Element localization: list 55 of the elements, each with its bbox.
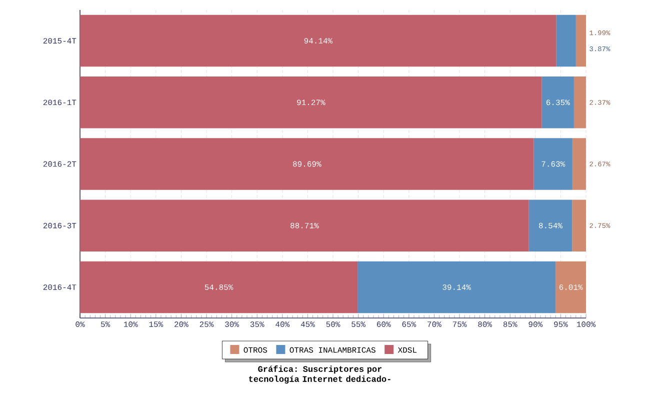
data-label: 91.27% <box>297 100 326 106</box>
bar <box>534 138 572 190</box>
x-tick-label: 85% <box>503 322 518 327</box>
bar <box>556 14 576 67</box>
data-label: 89.69% <box>293 161 322 167</box>
bar <box>80 14 556 67</box>
x-tick-label: 80% <box>478 322 492 327</box>
data-label: 8.54% <box>539 222 562 228</box>
bar <box>574 76 586 128</box>
x-tick-label: 45% <box>300 322 315 327</box>
x-tick-label: 65% <box>402 322 416 327</box>
x-tick-label: 60% <box>377 322 391 327</box>
x-tick-label: 100% <box>576 322 596 327</box>
data-label: 54.85% <box>204 284 234 290</box>
data-label: 7.63% <box>542 161 566 167</box>
x-tick-label: 55% <box>352 322 366 327</box>
x-tick-label: 35% <box>250 322 264 327</box>
x-tick-label: 5% <box>101 322 110 327</box>
x-tick-label: 15% <box>149 322 164 327</box>
x-tick-label: 0% <box>76 322 85 327</box>
data-label: 6.01% <box>559 284 583 290</box>
legend-label: OTROS <box>244 347 268 353</box>
x-tick-label: 40% <box>276 322 290 327</box>
bar <box>556 261 586 314</box>
bar <box>358 261 556 314</box>
bar <box>542 76 574 128</box>
x-tick-label: 70% <box>428 322 442 327</box>
data-label: 88.71% <box>290 222 319 228</box>
bar <box>572 138 586 190</box>
x-tick-label: 90% <box>528 322 543 327</box>
x-tick-label: 50% <box>326 322 340 327</box>
y-tick-label: 2016-1T <box>43 100 76 106</box>
x-tick-label: 25% <box>200 322 214 327</box>
y-tick-label: 2016-3T <box>43 222 76 228</box>
data-label: 39.14% <box>442 284 471 290</box>
x-tick-label: 30% <box>225 322 239 327</box>
bar <box>80 261 358 314</box>
bar <box>572 200 586 252</box>
bar <box>80 138 534 190</box>
y-tick-label: 2016-4T <box>43 284 76 290</box>
bar <box>576 14 586 67</box>
x-tick-label: 95% <box>554 322 568 327</box>
bar <box>80 76 542 128</box>
bar <box>528 200 572 252</box>
y-tick-label: 2016-2T <box>43 161 76 167</box>
bar <box>80 200 529 252</box>
y-tick-label: 2015-4T <box>43 38 76 44</box>
text: Gráfica: Suscriptores por tecnología Internet dedicado- <box>248 366 390 384</box>
legend-label: XDSL <box>398 347 416 353</box>
x-tick-label: 75% <box>452 322 467 327</box>
data-label: 6.35% <box>546 100 570 106</box>
legend-label: OTRAS INALAMBRICAS <box>290 347 376 353</box>
x-tick-label: 20% <box>174 322 188 327</box>
x-tick-label: 10% <box>124 322 138 327</box>
data-label: 94.14% <box>304 38 333 44</box>
